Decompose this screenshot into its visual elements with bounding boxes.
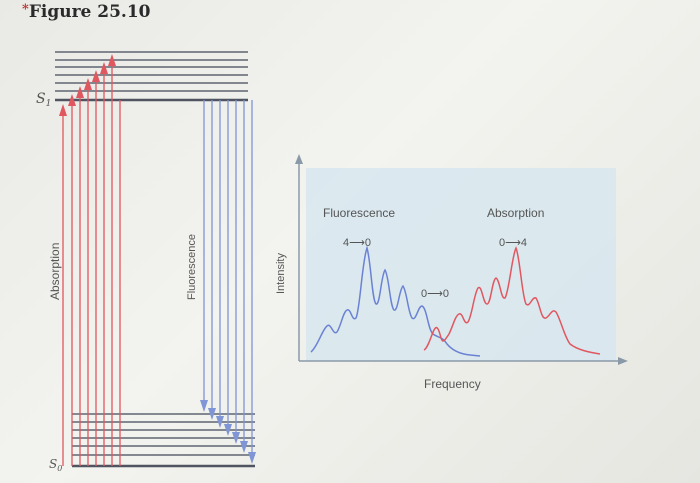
s0-state-label: S0	[49, 457, 62, 473]
s1-vibrational-levels	[55, 51, 248, 92]
fluorescence-transition-label: 4⟶0	[343, 237, 371, 249]
x-axis-arrow	[618, 357, 628, 365]
fluorescence-curve	[310, 245, 481, 357]
absorption-axis-label: Absorption	[48, 243, 62, 300]
intensity-axis-label: Intensity	[275, 253, 287, 294]
s1-state-label: S1	[36, 91, 51, 109]
frequency-axis-label: Frequency	[424, 377, 481, 391]
fluorescence-arrows	[200, 100, 256, 464]
fluorescence-spectrum-label: Fluorescence	[323, 206, 395, 220]
absorption-curve	[423, 246, 601, 355]
figure-title-text: Figure 25.10	[28, 2, 151, 22]
origin-transition-label: 0⟶0	[421, 288, 449, 300]
s0-vibrational-levels	[72, 413, 255, 456]
absorption-arrows	[59, 54, 121, 466]
absorption-spectrum-label: Absorption	[487, 206, 544, 220]
figure-title: *Figure 25.10	[22, 2, 151, 22]
absorption-transition-label: 0⟶4	[499, 237, 527, 249]
title-asterisk: *	[22, 2, 29, 17]
energy-level-diagram: S1 S0 Absorption Fluorescence	[36, 51, 256, 473]
spectrum-background	[306, 168, 616, 361]
fluorescence-axis-label: Fluorescence	[186, 234, 198, 300]
spectrum-panel: Intensity Frequency Fluorescence 4⟶0 Abs…	[275, 154, 628, 391]
y-axis-arrow	[295, 154, 303, 164]
